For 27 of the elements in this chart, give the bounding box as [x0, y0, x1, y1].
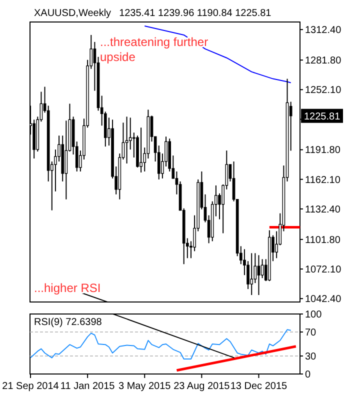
y-tick-label: 30	[305, 352, 317, 362]
y-tick-label: 1162.10	[305, 174, 341, 186]
y-tick-label: 1072.10	[305, 264, 342, 276]
y-tick-label: 70	[305, 328, 317, 338]
candlestick	[250, 252, 254, 296]
y-tick-label: 100	[305, 310, 322, 320]
x-tick-label: 23 Aug 2015	[174, 381, 230, 392]
y-tick-label: 1312.40	[305, 25, 342, 36]
x-tick-label: 21 Sep 2014	[2, 381, 60, 392]
candlestick	[140, 127, 142, 173]
y-tick-label: 1132.40	[305, 204, 341, 216]
chart-subtitle: 1235.41 1239.96 1190.84 1225.81	[119, 8, 272, 19]
x-tick-label: 11 Jan 2015	[60, 381, 116, 392]
x-tick-label: 13 Dec 2015	[230, 381, 288, 392]
chart-title: RSI(9) 72.6398	[34, 317, 102, 328]
x-tick-label: 3 May 2015	[118, 381, 172, 392]
y-tick-label: 1191.80	[305, 145, 341, 156]
y-tick-label: 1252.10	[305, 85, 342, 96]
y-tick-label: 1101.80	[305, 234, 341, 246]
y-tick-label: 1281.80	[305, 56, 342, 67]
candlestick	[125, 116, 128, 164]
annotation: 1225.81	[304, 111, 341, 122]
line-series	[30, 329, 292, 360]
y-tick-label: 1042.40	[305, 294, 342, 306]
annotation: ...higher RSI	[34, 281, 101, 295]
y-tick-label: 0	[305, 370, 311, 380]
chart-title: XAUUSD,Weekly	[34, 8, 112, 19]
